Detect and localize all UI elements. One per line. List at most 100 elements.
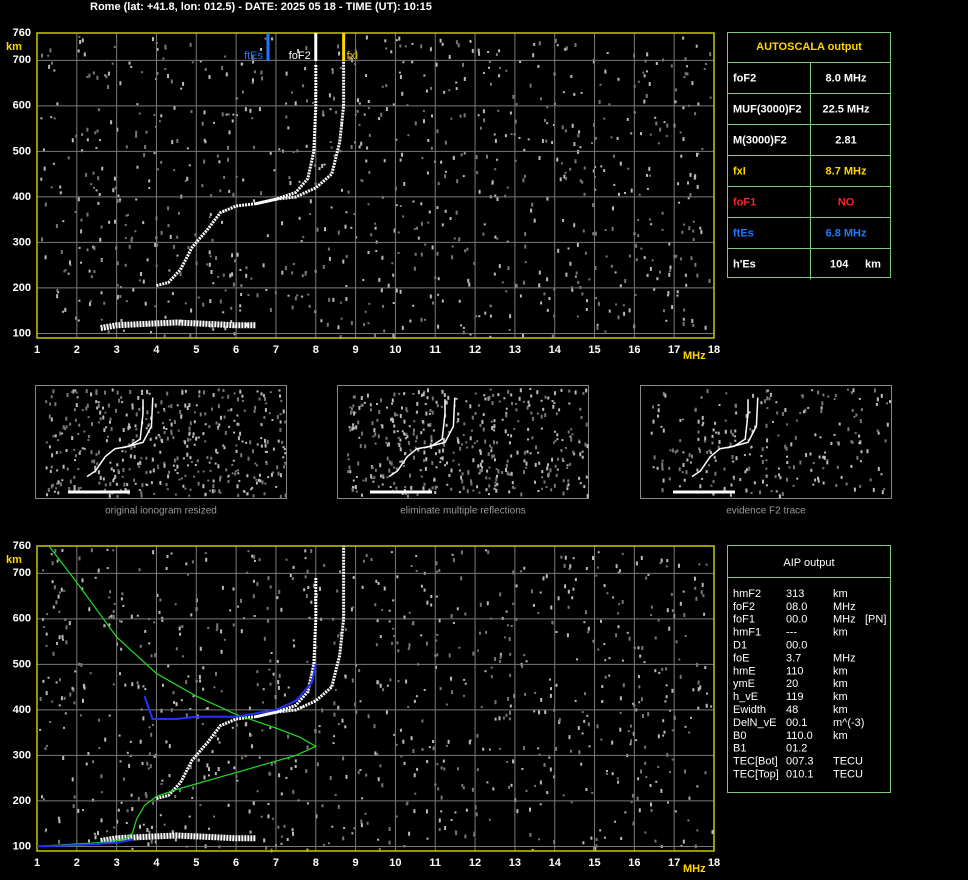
noise-dot (150, 331, 152, 335)
noise-dot (378, 117, 381, 121)
noise-dot (109, 482, 112, 486)
noise-dot (429, 443, 432, 448)
noise-dot (167, 206, 170, 211)
noise-dot (427, 423, 430, 427)
noise-dot (684, 273, 687, 277)
noise-dot (154, 305, 157, 308)
noise-dot (251, 117, 254, 120)
y-tick-label: 760 (13, 27, 31, 39)
noise-dot (618, 603, 621, 606)
noise-dot (213, 815, 216, 818)
noise-dot (508, 490, 511, 494)
noise-dot (306, 848, 309, 852)
noise-dot (273, 169, 276, 172)
noise-dot (876, 397, 879, 402)
noise-dot (523, 400, 526, 403)
noise-dot (403, 615, 406, 620)
noise-dot (361, 797, 363, 800)
noise-dot (488, 493, 490, 496)
noise-dot (662, 719, 665, 723)
noise-dot (314, 93, 317, 97)
noise-dot (416, 226, 418, 230)
noise-dot (149, 764, 152, 769)
noise-dot (206, 763, 209, 768)
noise-dot (433, 477, 436, 482)
noise-dot (101, 168, 104, 171)
noise-dot (505, 713, 508, 717)
noise-dot (455, 81, 458, 84)
noise-dot (56, 482, 58, 485)
noise-dot (352, 486, 355, 489)
noise-dot (564, 129, 567, 133)
noise-dot (354, 411, 357, 414)
noise-dot (422, 109, 425, 112)
noise-dot (353, 411, 355, 416)
noise-dot (659, 270, 661, 274)
noise-dot (180, 87, 183, 90)
noise-dot (357, 461, 360, 466)
noise-dot (125, 822, 128, 824)
noise-dot (530, 394, 533, 398)
noise-dot (538, 838, 540, 841)
noise-dot (95, 452, 98, 456)
noise-dot (385, 84, 388, 88)
noise-dot (152, 468, 155, 473)
noise-dot (701, 582, 704, 587)
noise-dot (635, 739, 638, 742)
noise-dot (264, 397, 266, 401)
noise-dot (141, 392, 143, 395)
noise-dot (404, 45, 407, 48)
noise-dot (133, 478, 136, 482)
noise-dot (497, 393, 500, 397)
noise-dot (170, 433, 173, 436)
noise-dot (266, 234, 269, 238)
noise-dot (622, 683, 625, 688)
noise-dot (393, 228, 396, 233)
noise-dot (539, 780, 542, 785)
noise-dot (71, 138, 74, 143)
noise-dot (239, 431, 242, 436)
noise-dot (264, 482, 267, 485)
noise-dot (456, 607, 459, 611)
noise-dot (188, 426, 191, 431)
noise-dot (100, 818, 103, 823)
noise-dot (215, 421, 218, 425)
noise-dot (397, 680, 400, 683)
noise-dot (704, 325, 707, 330)
noise-dot (562, 479, 565, 483)
noise-dot (239, 389, 242, 394)
noise-dot (56, 288, 59, 292)
noise-dot (136, 681, 139, 685)
noise-dot (115, 408, 117, 413)
noise-dot (185, 680, 188, 685)
noise-dot (682, 463, 685, 467)
noise-dot (241, 440, 244, 443)
x-tick-label: 9 (353, 857, 359, 869)
x-tick-label: 3 (114, 857, 120, 869)
noise-dot (822, 481, 825, 485)
noise-dot (218, 741, 221, 744)
noise-dot (542, 576, 545, 581)
noise-dot (412, 304, 415, 307)
noise-dot (409, 449, 412, 452)
noise-dot (491, 425, 494, 430)
noise-dot (405, 407, 408, 412)
noise-dot (260, 70, 263, 75)
aip-cell: km (833, 627, 848, 639)
noise-dot (184, 389, 187, 393)
noise-dot (352, 426, 355, 430)
noise-dot (422, 428, 425, 431)
noise-dot (362, 479, 365, 482)
aip-cell: TEC[Top] (733, 769, 779, 781)
noise-dot (569, 167, 572, 171)
noise-dot (364, 812, 367, 815)
row-label: fxI (733, 165, 746, 177)
noise-dot (263, 636, 266, 641)
noise-dot (578, 130, 581, 134)
noise-dot (498, 747, 501, 750)
noise-dot (435, 62, 438, 67)
noise-dot (358, 669, 361, 673)
noise-dot (662, 428, 665, 433)
noise-dot (350, 321, 353, 325)
noise-dot (446, 483, 449, 486)
